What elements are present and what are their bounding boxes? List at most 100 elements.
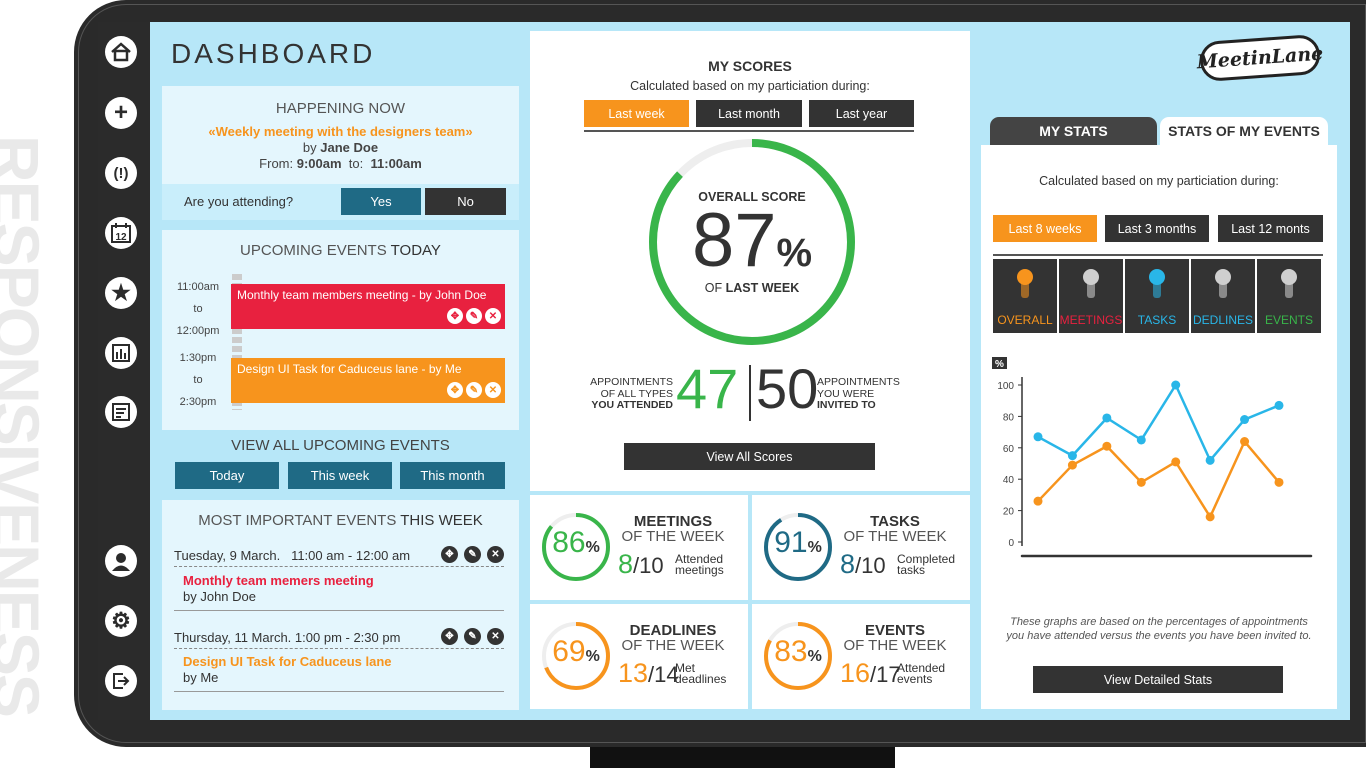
view-detailed-stats-button[interactable]: View Detailed Stats xyxy=(1033,666,1283,693)
attend-no-button[interactable]: No xyxy=(425,188,506,215)
edit-icon[interactable]: ✎ xyxy=(464,546,481,563)
event-2-bar[interactable]: Design UI Task for Caduceus lane - by Me… xyxy=(231,358,505,403)
toggle-dedlines[interactable]: DEDLINES xyxy=(1191,259,1255,333)
score-card-arc xyxy=(542,513,610,581)
happening-now-heading: HAPPENING NOW xyxy=(275,100,406,117)
series-1-point xyxy=(1067,460,1077,470)
view-all-scores-button[interactable]: View All Scores xyxy=(624,443,875,470)
overall-score-ring xyxy=(649,139,855,345)
important-2-organizer: by Me xyxy=(183,670,219,685)
score-card-percent: 86% xyxy=(552,526,600,559)
star-icon[interactable]: ★ xyxy=(105,277,137,309)
overall-score-period: OF LAST WEEK xyxy=(704,281,800,295)
event-2-times: 1:30pm to 2:30pm xyxy=(179,352,217,408)
score-card-deadlines[interactable]: 69% DEADLINES OF THE WEEK 13/14 Met deadl… xyxy=(530,604,748,709)
stats-panel: Calculated based on my particiation duri… xyxy=(981,145,1337,709)
delete-icon[interactable]: ✕ xyxy=(487,546,504,563)
home-icon[interactable] xyxy=(105,36,137,68)
bulb-icon xyxy=(1281,269,1297,298)
score-card-events[interactable]: 83% EVENTS OF THE WEEK 16/17 Attended eve… xyxy=(752,604,970,709)
calendar-icon[interactable]: 12 xyxy=(105,217,137,249)
divider xyxy=(174,648,504,649)
move-icon[interactable]: ✥ xyxy=(447,308,463,324)
move-icon[interactable]: ✥ xyxy=(441,546,458,563)
series-1-point xyxy=(1240,437,1250,447)
logout-icon[interactable] xyxy=(105,665,137,697)
current-event-title[interactable]: «Weekly meeting with the designers team» xyxy=(208,124,473,139)
user-icon[interactable] xyxy=(105,545,137,577)
period-last-month-button[interactable]: Last month xyxy=(696,100,802,127)
bulb-icon xyxy=(1215,269,1231,298)
event-2-actions: ✥ ✎ ✕ xyxy=(447,382,501,398)
stats-period-3-months-button[interactable]: Last 3 months xyxy=(1105,215,1209,242)
series-0-point xyxy=(1067,451,1077,461)
score-card-ring xyxy=(764,622,832,690)
score-card-percent: 83% xyxy=(774,635,822,668)
important-1-datetime: Tuesday, 9 March. 11:00 am - 12:00 am xyxy=(174,548,411,563)
delete-icon[interactable]: ✕ xyxy=(485,308,501,324)
important-1-title[interactable]: Monthly team memers meeting xyxy=(183,573,374,588)
period-last-week-button[interactable]: Last week xyxy=(584,100,689,127)
page-title: DASHBOARD xyxy=(171,38,376,69)
divider xyxy=(174,691,504,692)
toggle-label: DEDLINES xyxy=(1192,313,1254,327)
chart-series xyxy=(1033,380,1284,522)
toggle-tasks[interactable]: TASKS xyxy=(1125,259,1189,333)
y-tick-label: 0 xyxy=(1008,538,1014,549)
important-1-organizer: by John Doe xyxy=(183,589,256,604)
edit-icon[interactable]: ✎ xyxy=(464,628,481,645)
series-0-point xyxy=(1205,455,1215,465)
stats-note: These graphs are based on the percentage… xyxy=(1006,616,1312,642)
toggle-events[interactable]: EVENTS xyxy=(1257,259,1321,333)
tab-my-stats[interactable]: MY STATS xyxy=(990,117,1157,145)
attend-yes-button[interactable]: Yes xyxy=(341,188,421,215)
y-axis-label: % xyxy=(995,359,1004,370)
score-card-fraction: 16/17 xyxy=(840,658,901,688)
delete-icon[interactable]: ✕ xyxy=(487,628,504,645)
score-card-meetings[interactable]: 86% MEETINGS OF THE WEEK 8/10 Attended me… xyxy=(530,495,748,600)
settings-icon[interactable]: ⚙ xyxy=(105,605,137,637)
score-card-subtitle: OF THE WEEK xyxy=(621,637,725,654)
score-card-tasks[interactable]: 91% TASKS OF THE WEEK 8/10 Completed task… xyxy=(752,495,970,600)
tab-stats-of-my-events[interactable]: STATS OF MY EVENTS xyxy=(1160,117,1328,145)
period-last-year-button[interactable]: Last year xyxy=(809,100,914,127)
most-important-panel: MOST IMPORTANT EVENTS THIS WEEK Tuesday,… xyxy=(162,500,519,710)
series-0-point xyxy=(1136,435,1146,445)
my-scores-subtitle: Calculated based on my particiation duri… xyxy=(630,79,870,93)
toggle-meetings[interactable]: MEETINGS xyxy=(1059,259,1123,333)
score-card-fraction: 13/14 xyxy=(618,658,679,688)
invited-count: 50 xyxy=(756,357,819,420)
attending-question: Are you attending? xyxy=(184,194,294,209)
important-2-title[interactable]: Design UI Task for Caduceus lane xyxy=(183,654,392,669)
attended-count: 47 xyxy=(676,357,739,420)
filter-this-month-button[interactable]: This month xyxy=(400,462,505,489)
move-icon[interactable]: ✥ xyxy=(447,382,463,398)
edit-icon[interactable]: ✎ xyxy=(466,308,482,324)
move-icon[interactable]: ✥ xyxy=(441,628,458,645)
edit-icon[interactable]: ✎ xyxy=(466,382,482,398)
series-1-point xyxy=(1136,477,1146,487)
stats-period-8-weeks-button[interactable]: Last 8 weeks xyxy=(993,215,1097,242)
score-card-description: Met deadlines xyxy=(675,661,727,686)
series-1-point xyxy=(1205,512,1215,522)
alert-icon[interactable]: (!) xyxy=(105,157,137,189)
score-card-ring xyxy=(542,513,610,581)
current-event-organizer: by Jane Doe xyxy=(302,140,379,155)
score-card-arc xyxy=(764,622,832,690)
filter-this-week-button[interactable]: This week xyxy=(288,462,392,489)
document-icon[interactable] xyxy=(105,396,137,428)
filter-today-button[interactable]: Today xyxy=(175,462,279,489)
event-1-actions: ✥ ✎ ✕ xyxy=(447,308,501,324)
series-0-line xyxy=(1037,382,1280,463)
dashboard-screen: + (!) 12 ★ ⚙ DASHBOARD HAPPENING NOW xyxy=(98,22,1350,720)
event-1-bar[interactable]: Monthly team members meeting - by John D… xyxy=(231,284,505,329)
add-icon[interactable]: + xyxy=(105,97,137,129)
delete-icon[interactable]: ✕ xyxy=(485,382,501,398)
toggle-overall[interactable]: OVERALL xyxy=(993,259,1057,333)
bar-chart-icon[interactable] xyxy=(105,337,137,369)
score-card-arc xyxy=(764,513,832,581)
y-tick-label: 80 xyxy=(1003,412,1015,423)
most-important-heading: MOST IMPORTANT EVENTS THIS WEEK xyxy=(198,512,483,529)
stats-period-12-months-button[interactable]: Last 12 monts xyxy=(1218,215,1323,242)
bulb-icon xyxy=(1149,269,1165,298)
